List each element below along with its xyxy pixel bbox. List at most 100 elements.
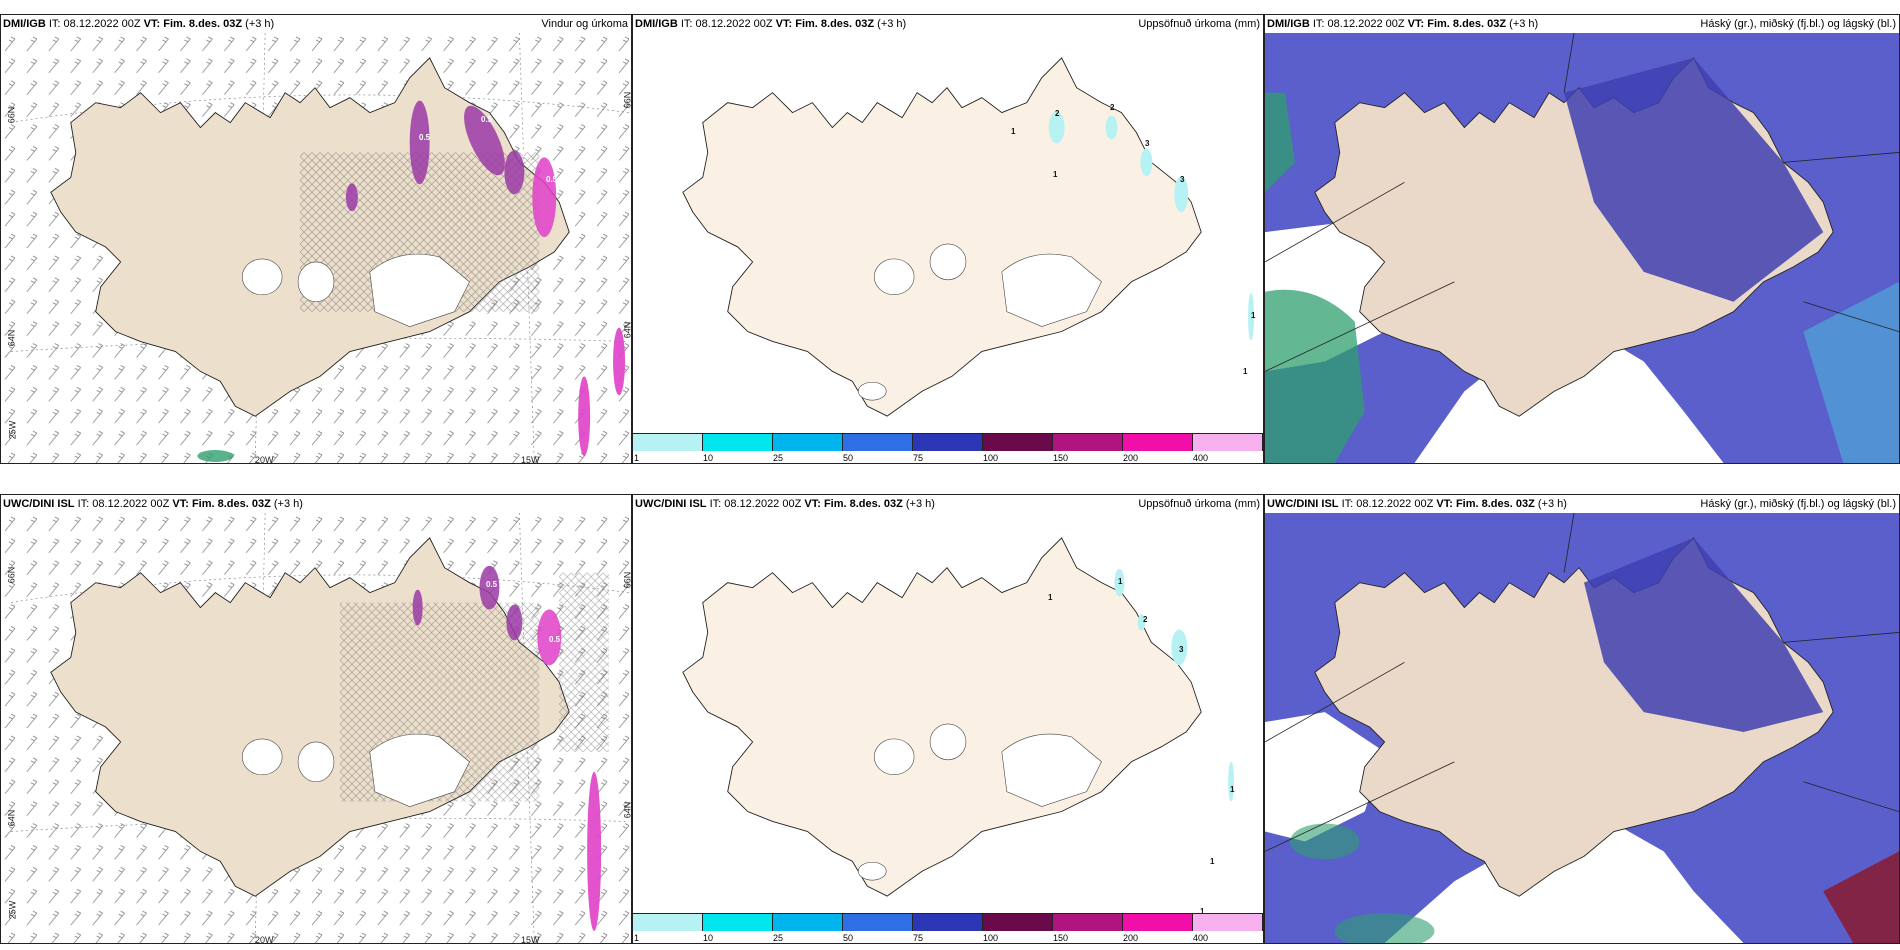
legend-swatch bbox=[1123, 914, 1193, 931]
legend-swatch bbox=[773, 914, 843, 931]
legend-swatch bbox=[983, 434, 1053, 451]
precip-area bbox=[1174, 176, 1189, 213]
glacier-vatnajokull bbox=[369, 733, 470, 807]
wind-map-svg bbox=[1, 33, 631, 463]
panel-wind-precip-uwc: UWC/DINI ISL IT: 08.12.2022 00Z VT: Fim.… bbox=[0, 494, 632, 944]
precip-label: 0.5 bbox=[546, 175, 558, 184]
legend-tick: 100 bbox=[983, 933, 999, 943]
cloud-map-svg bbox=[1265, 33, 1899, 463]
legend-tick: 1 bbox=[634, 453, 640, 463]
lat-label-66: 66N bbox=[6, 106, 17, 124]
glacier-langjokull bbox=[873, 258, 915, 295]
legend-swatch bbox=[983, 914, 1053, 931]
legend-swatch bbox=[633, 914, 703, 931]
legend-swatch bbox=[913, 914, 983, 931]
iceland-landmass bbox=[682, 57, 1202, 417]
precip-map-svg bbox=[682, 537, 1235, 897]
panel-header: UWC/DINI ISL IT: 08.12.2022 00Z VT: Fim.… bbox=[1, 495, 631, 513]
legend-bar bbox=[633, 913, 1263, 931]
precip-contour-label: 3 bbox=[1145, 139, 1150, 148]
legend-tick: 200 bbox=[1123, 453, 1139, 463]
precip-area bbox=[1048, 111, 1065, 144]
iceland-landmass bbox=[682, 537, 1202, 897]
panel-clouds-uwc: UWC/DINI ISL IT: 08.12.2022 00Z VT: Fim.… bbox=[1264, 494, 1900, 944]
lon-label-15: 15W bbox=[521, 455, 540, 464]
glacier-vatnajokull bbox=[1001, 733, 1102, 807]
precip-contour-label: 1 bbox=[1053, 170, 1058, 179]
legend-tick: 10 bbox=[703, 453, 714, 463]
glacier-hofsjokull bbox=[297, 261, 335, 303]
cloud-map bbox=[1265, 33, 1899, 463]
legend-swatch bbox=[633, 434, 703, 451]
panel-title: Uppsöfnuð úrkoma (mm) bbox=[1138, 498, 1260, 510]
panel-source-line: UWC/DINI ISL IT: 08.12.2022 00Z VT: Fim.… bbox=[1267, 498, 1567, 510]
legend-tick: 50 bbox=[843, 933, 854, 943]
precip-contour-label: 1 bbox=[1200, 907, 1205, 916]
panel-source-line: DMI/IGB IT: 08.12.2022 00Z VT: Fim. 8.de… bbox=[1267, 18, 1539, 30]
legend-tick: 25 bbox=[773, 453, 784, 463]
panel-source-line: UWC/DINI ISL IT: 08.12.2022 00Z VT: Fim.… bbox=[635, 498, 935, 510]
lat-label-64: 64N bbox=[6, 809, 17, 827]
panel-header: UWC/DINI ISL IT: 08.12.2022 00Z VT: Fim.… bbox=[1265, 495, 1899, 513]
legend-swatch bbox=[703, 434, 773, 451]
legend-ticks: 1 10 25 50 75 100 150 200 400 bbox=[633, 933, 1263, 943]
legend-tick: 75 bbox=[913, 453, 924, 463]
precip-cells bbox=[197, 100, 626, 463]
legend-tick: 150 bbox=[1053, 933, 1069, 943]
precip-map bbox=[633, 33, 1263, 433]
precip-contour-label: 1 bbox=[1048, 593, 1053, 602]
precip-contour-label: 1 bbox=[1011, 127, 1016, 136]
precip-contour-label: 2 bbox=[1110, 103, 1115, 112]
glacier-hofsjokull bbox=[929, 243, 967, 281]
precip-area bbox=[1105, 115, 1118, 140]
legend-swatch bbox=[1193, 434, 1263, 451]
lat-label-66: 66N bbox=[6, 566, 17, 584]
cloud-dark-area bbox=[1564, 57, 1824, 302]
cloud-red-area bbox=[1823, 851, 1899, 943]
legend-tick: 400 bbox=[1193, 933, 1209, 943]
lon-label-20: 20W bbox=[255, 455, 274, 464]
glacier-vatnajokull bbox=[1001, 253, 1102, 327]
lon-label-20: 20W bbox=[255, 935, 274, 944]
panel-header: DMI/IGB IT: 08.12.2022 00Z VT: Fim. 8.de… bbox=[1265, 15, 1899, 33]
precip-map-svg bbox=[682, 57, 1255, 417]
legend-tick: 50 bbox=[843, 453, 854, 463]
legend-tick: 400 bbox=[1193, 453, 1209, 463]
legend-swatch bbox=[843, 434, 913, 451]
precip-contour-label: 1 bbox=[1243, 367, 1248, 376]
precip-contour-label: 1 bbox=[1230, 785, 1235, 794]
lat-label-64-right: 64N bbox=[622, 801, 632, 819]
precip-area bbox=[1140, 148, 1153, 177]
legend-tick: 25 bbox=[773, 933, 784, 943]
precip-contour-label: 3 bbox=[1180, 175, 1185, 184]
precip-contour-label: 2 bbox=[1143, 615, 1148, 624]
cloud-map bbox=[1265, 513, 1899, 943]
precip-area bbox=[1248, 292, 1255, 341]
precip-contour-label: 1 bbox=[1210, 857, 1215, 866]
panel-header: DMI/IGB IT: 08.12.2022 00Z VT: Fim. 8.de… bbox=[1, 15, 631, 33]
glacier-langjokull bbox=[241, 738, 283, 776]
precip-color-legend: 1 10 25 50 75 100 150 200 400 bbox=[633, 913, 1263, 943]
wind-map bbox=[1, 513, 631, 943]
precip-contour-label: 2 bbox=[1055, 109, 1060, 118]
legend-swatch bbox=[703, 914, 773, 931]
panel-wind-precip-dmi: DMI/IGB IT: 08.12.2022 00Z VT: Fim. 8.de… bbox=[0, 14, 632, 464]
panel-source-line: DMI/IGB IT: 08.12.2022 00Z VT: Fim. 8.de… bbox=[3, 18, 275, 30]
panel-header: UWC/DINI ISL IT: 08.12.2022 00Z VT: Fim.… bbox=[633, 495, 1263, 513]
panel-accum-precip-uwc: UWC/DINI ISL IT: 08.12.2022 00Z VT: Fim.… bbox=[632, 494, 1264, 944]
cloud-dark-area bbox=[1583, 537, 1824, 732]
glacier-langjokull bbox=[241, 258, 283, 296]
legend-tick: 200 bbox=[1123, 933, 1139, 943]
legend-tick: 1 bbox=[634, 933, 640, 943]
legend-tick: 75 bbox=[913, 933, 924, 943]
legend-tick: 10 bbox=[703, 933, 714, 943]
legend-swatch bbox=[1123, 434, 1193, 451]
panel-accum-precip-dmi: DMI/IGB IT: 08.12.2022 00Z VT: Fim. 8.de… bbox=[632, 14, 1264, 464]
lon-label-25: 25W bbox=[7, 900, 18, 920]
precip-area bbox=[1114, 568, 1125, 597]
panel-title: Háský (gr.), miðský (fj.bl.) og lágský (… bbox=[1700, 18, 1896, 30]
panel-source-line: UWC/DINI ISL IT: 08.12.2022 00Z VT: Fim.… bbox=[3, 498, 303, 510]
panel-title: Uppsöfnuð úrkoma (mm) bbox=[1138, 18, 1260, 30]
precip-contour-label: 3 bbox=[1179, 645, 1184, 654]
legend-swatch bbox=[1193, 914, 1263, 931]
